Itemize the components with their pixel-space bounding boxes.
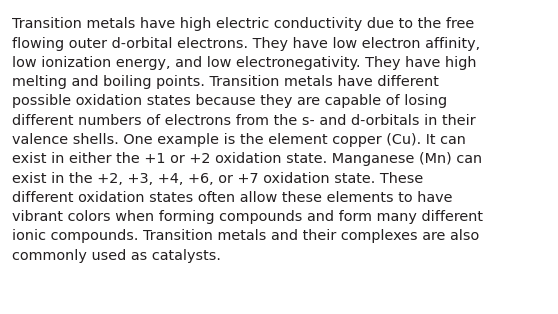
Text: Transition metals have high electric conductivity due to the free
flowing outer : Transition metals have high electric con… <box>12 17 483 263</box>
